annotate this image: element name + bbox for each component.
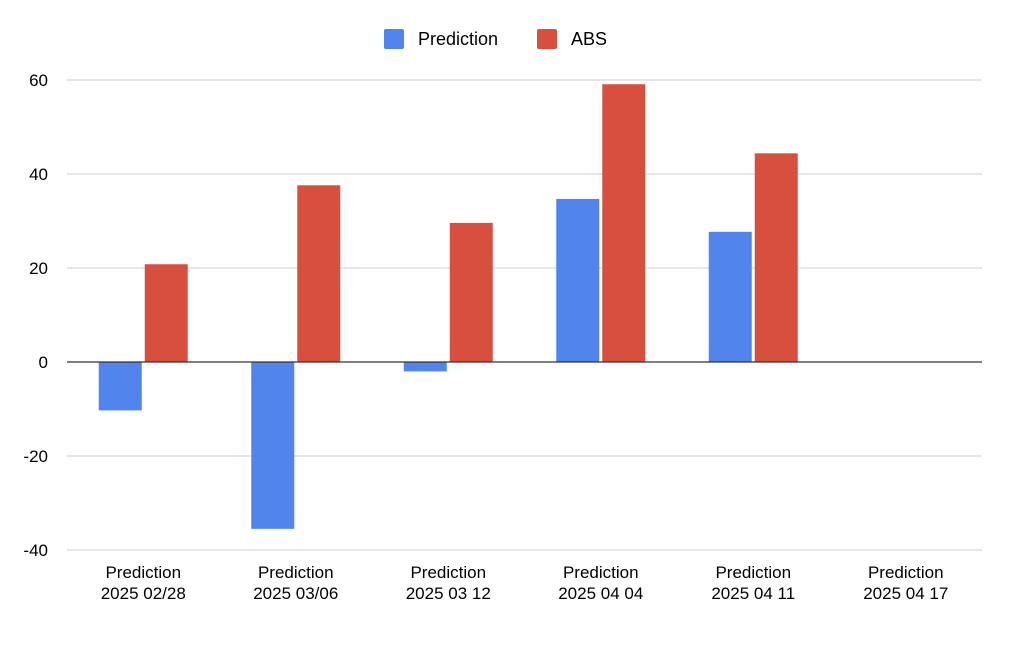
y-axis: -40 -20 0 20 40 60 (23, 71, 48, 560)
bar-abs-3 (449, 222, 493, 362)
y-tick-label: -20 (23, 447, 48, 466)
y-tick-label: 40 (29, 165, 48, 184)
legend-swatch-abs (537, 29, 557, 49)
x-tick-label-line: 2025 03/06 (253, 584, 338, 603)
bar-abs-1 (144, 264, 188, 362)
bar-prediction-5 (708, 231, 752, 362)
x-tick-label: Prediction 2025 03 12 (406, 563, 491, 603)
legend-swatch-prediction (384, 29, 404, 49)
x-tick-label: Prediction 2025 04 04 (558, 563, 643, 603)
x-tick-label-line: Prediction (563, 563, 639, 582)
bar-abs-4 (602, 84, 646, 362)
y-tick-label: 60 (29, 71, 48, 90)
gridlines (67, 79, 982, 551)
bar-abs-2 (297, 185, 341, 362)
y-tick-label: -40 (23, 541, 48, 560)
legend: Prediction ABS (384, 29, 607, 49)
bar-abs-5 (754, 153, 798, 362)
x-tick-label: Prediction 2025 03/06 (253, 563, 338, 603)
x-tick-label-line: Prediction (868, 563, 944, 582)
x-tick-label: Prediction 2025 04 17 (863, 563, 948, 603)
x-tick-label: Prediction 2025 04 11 (711, 563, 795, 603)
x-tick-label-line: 2025 04 11 (711, 584, 795, 603)
x-tick-label-line: Prediction (258, 563, 334, 582)
legend-label-prediction: Prediction (418, 29, 498, 49)
x-axis: Prediction 2025 02/28 Prediction 2025 03/06… (101, 563, 949, 603)
legend-label-abs: ABS (571, 29, 607, 49)
x-tick-label-line: 2025 03 12 (406, 584, 491, 603)
y-tick-label: 0 (39, 353, 48, 372)
y-tick-label: 20 (29, 259, 48, 278)
x-tick-label: Prediction 2025 02/28 (101, 563, 186, 603)
x-tick-label-line: 2025 04 04 (558, 584, 643, 603)
bar-prediction-4 (556, 198, 600, 362)
x-tick-label-line: 2025 04 17 (863, 584, 948, 603)
x-tick-label-line: 2025 02/28 (101, 584, 186, 603)
bar-prediction-1 (98, 362, 142, 411)
bar-prediction-2 (251, 362, 295, 529)
x-tick-label-line: Prediction (410, 563, 486, 582)
x-tick-label-line: Prediction (715, 563, 791, 582)
x-tick-label-line: Prediction (105, 563, 181, 582)
bar-prediction-3 (403, 362, 447, 372)
bars (98, 84, 798, 529)
